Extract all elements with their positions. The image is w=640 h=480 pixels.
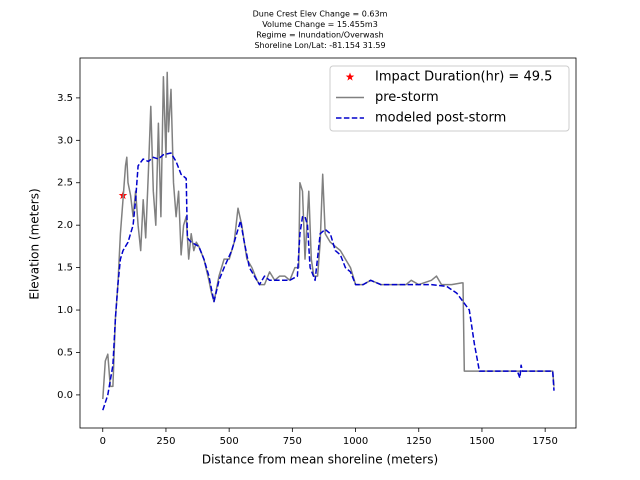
y-tick-label: 0.0 <box>57 390 73 401</box>
x-tick-label: 1750 <box>532 436 557 447</box>
y-tick-label: 2.5 <box>57 178 73 189</box>
x-tick-label: 1500 <box>469 436 494 447</box>
x-tick-label: 1250 <box>406 436 431 447</box>
legend-marker <box>345 72 355 81</box>
legend-label: Impact Duration(hr) = 49.5 <box>375 70 552 85</box>
x-tick-label: 1000 <box>343 436 368 447</box>
y-tick-label: 3.0 <box>57 135 73 146</box>
y-tick-label: 1.0 <box>57 305 73 316</box>
y-axis-label: Elevation (meters) <box>28 188 42 299</box>
legend-label: modeled post-storm <box>375 111 506 126</box>
chart-title: Dune Crest Elev Change = 0.63m <box>253 10 388 19</box>
y-tick-label: 3.5 <box>57 93 73 104</box>
chart-title: Regime = Inundation/Overwash <box>256 31 383 40</box>
x-tick-label: 500 <box>220 436 239 447</box>
plot-frame <box>79 57 577 429</box>
x-axis-label: Distance from mean shoreline (meters) <box>202 453 438 467</box>
y-tick-label: 0.5 <box>57 347 73 358</box>
chart-title: Volume Change = 15.455m3 <box>262 20 378 29</box>
legend-label: pre-storm <box>375 90 439 105</box>
x-tick-label: 250 <box>156 436 175 447</box>
series-line <box>102 152 555 411</box>
x-tick-label: 0 <box>100 436 106 447</box>
chart-title: Shoreline Lon/Lat: -81.154 31.59 <box>254 41 385 50</box>
x-tick-label: 750 <box>283 436 302 447</box>
y-tick-label: 1.5 <box>57 263 73 274</box>
y-tick-label: 2.0 <box>57 220 73 231</box>
legend: Impact Duration(hr) = 49.5 pre-storm model… <box>329 65 570 132</box>
legend-box <box>329 65 570 132</box>
